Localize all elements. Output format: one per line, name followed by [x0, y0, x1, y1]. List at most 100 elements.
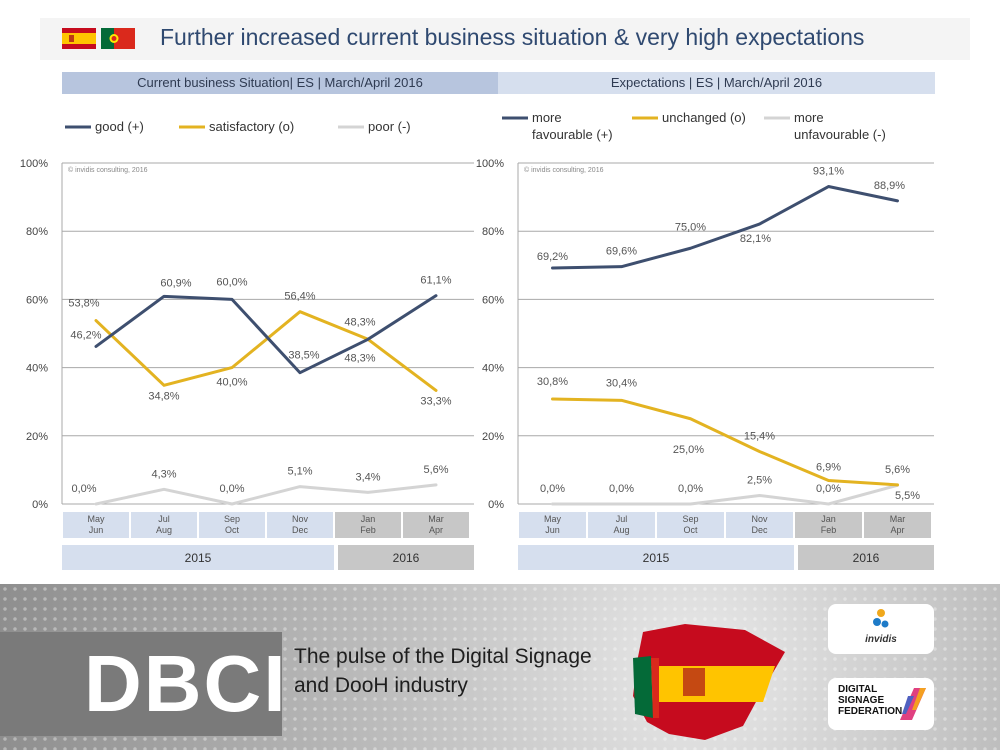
series-line-1 [551, 397, 899, 487]
x-tick-label: Dec [751, 525, 768, 535]
charts: 0% 20% 40% 60% 80% 100% © invidis consulting, … [20, 110, 934, 570]
y-tick-label: 0% [32, 499, 48, 511]
data-label: 4,3% [151, 468, 176, 480]
year-box [62, 545, 334, 570]
invidis-label: invidis [865, 634, 897, 645]
data-label: 2,5% [747, 474, 772, 486]
data-label: 0,0% [609, 483, 634, 495]
x-tick-label: Feb [360, 525, 376, 535]
category-box [335, 512, 401, 538]
data-label: 0,0% [816, 483, 841, 495]
data-label: 0,0% [219, 483, 244, 495]
invidis-figure-icon [873, 609, 889, 628]
y-tick-label: 60% [482, 294, 504, 306]
x-tick-label: Feb [821, 525, 837, 535]
dsf-line-2: SIGNAGE [838, 695, 885, 706]
dsf-line-1: DIGITAL [838, 684, 878, 695]
data-label: 93,1% [813, 166, 844, 178]
data-label: 0,0% [678, 483, 703, 495]
category-box [864, 512, 931, 538]
category-box [726, 512, 793, 538]
x-tick-label: Jun [545, 525, 560, 535]
legend-label: good (+) [95, 119, 144, 134]
data-label: 56,4% [284, 291, 315, 303]
x-tick-label: Apr [890, 525, 904, 535]
data-label: 5,1% [287, 466, 312, 478]
data-label: 48,3% [344, 352, 375, 364]
portugal-flag-icon [101, 28, 135, 49]
x-tick-label: Oct [225, 525, 240, 535]
data-label: 15,4% [744, 430, 775, 442]
category-box [657, 512, 724, 538]
data-label: 0,0% [540, 483, 565, 495]
legend-label: satisfactory (o) [209, 119, 294, 134]
dsf-line-3: FEDERATION [838, 706, 903, 717]
year-label: 2016 [853, 551, 880, 565]
data-label: 60,0% [216, 276, 247, 288]
data-label: 69,6% [606, 246, 637, 258]
year-box [518, 545, 794, 570]
x-tick-label: Jan [361, 514, 376, 524]
data-label: 75,0% [675, 221, 706, 233]
data-label: 0,0% [71, 483, 96, 495]
page-title: Further increased current business situa… [160, 24, 865, 50]
watermark: © invidis consulting, 2016 [68, 166, 148, 174]
data-label: 38,5% [288, 350, 319, 362]
data-label: 61,1% [420, 275, 451, 287]
y-tick-label: 100% [20, 158, 48, 170]
dsf-stripes-icon [900, 688, 926, 720]
y-tick-label: 0% [488, 499, 504, 511]
data-label: 33,3% [420, 395, 451, 407]
series-line-0 [94, 294, 438, 375]
data-label: 25,0% [673, 444, 704, 456]
x-tick-label: Nov [751, 514, 768, 524]
dsf-label: DIGITAL SIGNAGE FEDERATION [838, 684, 908, 717]
title-bar [40, 18, 970, 60]
category-box [63, 512, 129, 538]
category-box [519, 512, 586, 538]
x-tick-label: Jan [821, 514, 836, 524]
data-label: 60,9% [160, 277, 191, 289]
footer-banner: DBCI The pulse of the Digital Signage an… [0, 584, 1000, 750]
x-tick-label: Jun [89, 525, 104, 535]
data-label: 69,2% [537, 251, 568, 263]
data-label: 3,4% [355, 471, 380, 483]
category-box [795, 512, 862, 538]
year-label: 2015 [185, 551, 212, 565]
x-tick-label: May [544, 514, 562, 524]
year-box [798, 545, 934, 570]
x-tick-label: May [87, 514, 105, 524]
x-tick-label: Mar [428, 514, 444, 524]
legend-label: unfavourable (-) [794, 127, 886, 142]
y-tick-label: 100% [476, 158, 504, 170]
spain-map-icon [633, 624, 785, 740]
year-label: 2016 [393, 551, 420, 565]
legend-label: favourable (+) [532, 127, 613, 142]
legend-label: more [794, 110, 824, 125]
data-label: 82,1% [740, 233, 771, 245]
category-box [131, 512, 197, 538]
x-tick-label: Aug [156, 525, 172, 535]
x-tick-label: Nov [292, 514, 309, 524]
data-label: 30,8% [537, 376, 568, 388]
y-tick-label: 20% [482, 431, 504, 443]
x-tick-label: Aug [613, 525, 629, 535]
category-box [199, 512, 265, 538]
dsf-logo: DIGITAL SIGNAGE FEDERATION [828, 678, 934, 730]
data-label: 5,6% [885, 464, 910, 476]
series-line-0 [551, 185, 899, 270]
x-tick-label: Mar [890, 514, 906, 524]
series-line-2 [94, 483, 438, 506]
x-tick-label: Oct [683, 525, 698, 535]
series-line-2 [551, 483, 899, 506]
invidis-logo: invidis [828, 604, 934, 654]
watermark: © invidis consulting, 2016 [524, 166, 604, 174]
series-line-1 [94, 310, 438, 392]
data-label: 30,4% [606, 377, 637, 389]
data-label: 88,9% [874, 180, 905, 192]
y-tick-label: 40% [26, 363, 48, 375]
x-tick-label: Jul [616, 514, 628, 524]
data-label: 5,6% [423, 464, 448, 476]
tagline-line-1: The pulse of the Digital Signage [294, 645, 592, 668]
expectations-header: Expectations | ES | March/April 2016 [498, 72, 935, 94]
